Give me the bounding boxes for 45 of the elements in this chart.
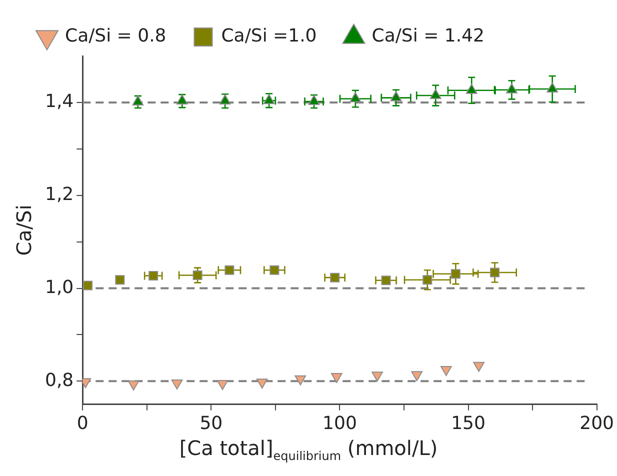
point: [171, 380, 183, 390]
point: [192, 270, 202, 280]
x-tick-label: 200: [580, 412, 614, 434]
point: [308, 95, 320, 106]
x-tick-label: 100: [322, 412, 357, 434]
point: [132, 95, 144, 106]
y-tick-label: 1,2: [44, 184, 74, 206]
x-tick-label: 150: [451, 412, 486, 434]
point: [330, 272, 340, 282]
point: [330, 373, 342, 384]
point: [422, 275, 432, 285]
point: [148, 270, 158, 280]
point: [546, 82, 558, 92]
point: [350, 92, 362, 102]
legend-label: Ca/Si = 1.42: [372, 26, 484, 47]
point: [219, 94, 231, 105]
x-axis-title: [Ca total]$_{equilibrium}$ (mmol/L): [178, 436, 439, 463]
x-tick-label: 0: [76, 412, 88, 434]
point: [256, 378, 268, 389]
point: [506, 83, 518, 94]
point: [490, 268, 500, 278]
point: [224, 265, 234, 275]
y-tick-label: 1,0: [44, 276, 74, 298]
point: [128, 380, 140, 390]
y-axis-title: Ca/Si: [12, 204, 36, 256]
point: [83, 280, 93, 290]
point: [216, 380, 228, 390]
point: [381, 276, 391, 286]
point: [430, 88, 442, 99]
legend-label: Ca/Si =1.0: [221, 26, 317, 47]
y-tick-label: 0,8: [44, 370, 74, 391]
point: [450, 269, 460, 279]
point: [440, 366, 452, 376]
legend-label: Ca/Si = 0.8: [65, 26, 166, 47]
point: [466, 84, 478, 94]
point: [390, 91, 402, 102]
x-tick-label: 50: [200, 412, 223, 434]
point: [372, 372, 383, 382]
point: [176, 94, 188, 105]
point: [294, 375, 306, 386]
point: [473, 362, 485, 372]
point: [270, 265, 280, 275]
point: [411, 371, 423, 382]
point: [115, 275, 125, 285]
y-tick-label: 1,4: [44, 91, 74, 112]
